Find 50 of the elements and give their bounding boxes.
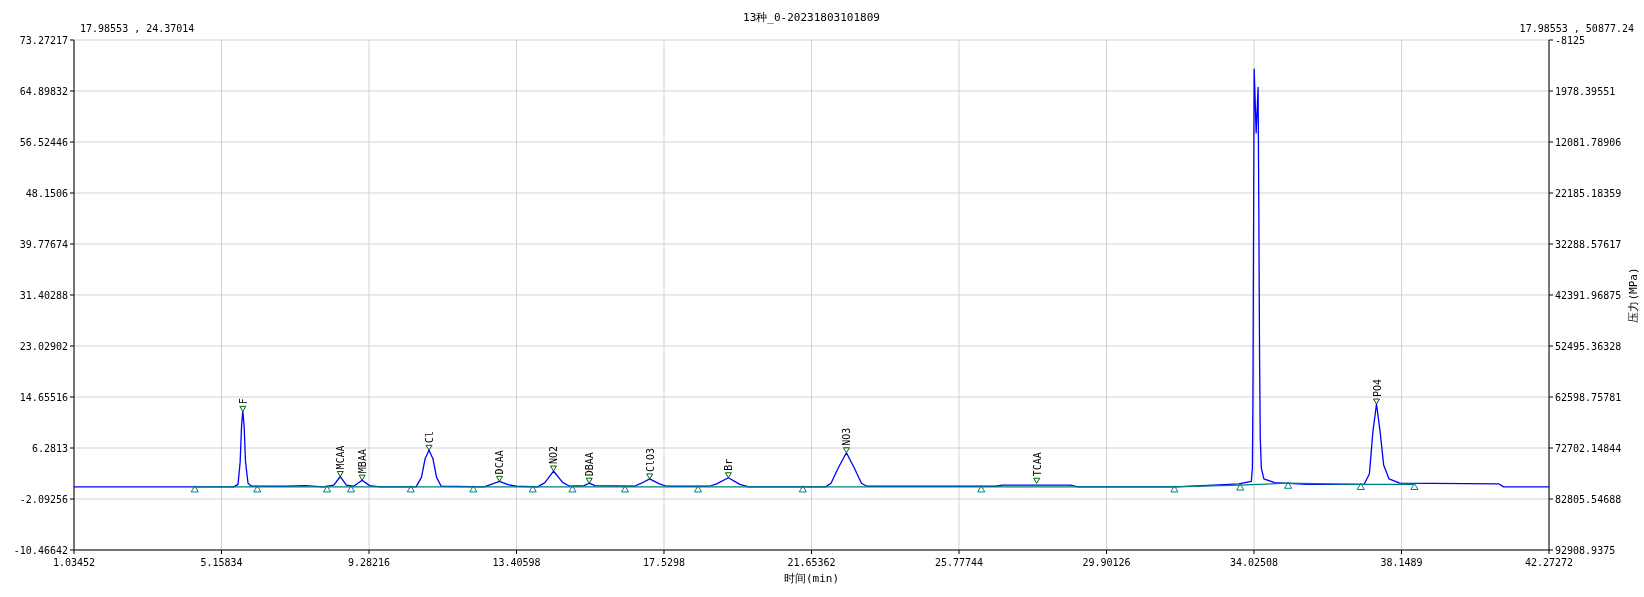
- y2-tick-label: -8125: [1555, 35, 1586, 46]
- y-tick-label: 48.1506: [25, 188, 68, 199]
- annotation: ClO3: [644, 447, 656, 472]
- y2-tick-label: 1978.39551: [1555, 86, 1616, 97]
- y2-tick-label: 72702.14844: [1555, 443, 1622, 454]
- x-tick-label: 9.28216: [347, 557, 391, 568]
- x-tick-label: 29.90126: [1082, 557, 1131, 568]
- annotation: Cl: [424, 431, 436, 444]
- y2-tick-label: 22185.18359: [1555, 188, 1622, 199]
- y-tick-label: -2.09256: [19, 494, 68, 505]
- y2-axis-title: 压力(MPa): [1627, 267, 1640, 323]
- y-tick-label: 56.52446: [19, 137, 68, 148]
- x-tick-label: 1.03452: [52, 557, 96, 568]
- y-tick-label: 6.2813: [31, 443, 68, 454]
- annotation: DCAA: [494, 450, 506, 475]
- y2-tick-label: 32288.57617: [1555, 239, 1622, 250]
- x-tick-label: 13.40598: [492, 557, 541, 568]
- x-tick-label: 42.27272: [1524, 557, 1574, 568]
- y2-tick-label: 42391.96875: [1555, 290, 1622, 301]
- x-tick-label: 21.65362: [787, 557, 836, 568]
- x-tick-label: 5.15834: [200, 557, 243, 568]
- x-tick-label: 25.77744: [934, 557, 984, 568]
- annotation: MCAA: [335, 445, 347, 470]
- y-tick-label: 14.65516: [19, 392, 68, 403]
- chart-title: 13种_0-20231803101809: [743, 11, 880, 24]
- text: 17.98553 , 24.37014: [80, 23, 195, 34]
- annotation: Br: [723, 458, 735, 471]
- annotation: DBAA: [584, 452, 596, 477]
- x-tick-label: 34.02508: [1229, 557, 1279, 568]
- x-tick-label: 38.1489: [1380, 557, 1423, 568]
- annotation: MBAA: [357, 449, 369, 474]
- y2-tick-label: 82805.54688: [1555, 494, 1622, 505]
- y-tick-label: 73.27217: [19, 35, 68, 46]
- y-tick-label: 39.77674: [19, 239, 68, 250]
- y2-tick-label: 92908.9375: [1555, 545, 1616, 556]
- annotation: TCAA: [1031, 452, 1043, 477]
- y-tick-label: -10.46642: [13, 545, 68, 556]
- x-tick-label: 17.5298: [642, 557, 686, 568]
- y2-tick-label: 12081.78906: [1555, 137, 1622, 148]
- annotation: NO2: [548, 445, 560, 465]
- y-tick-label: 23.02902: [19, 341, 68, 352]
- y-tick-label: 64.89832: [19, 86, 68, 97]
- annotation: F: [237, 398, 249, 405]
- y2-tick-label: 62598.75781: [1555, 392, 1622, 403]
- y-tick-label: 31.40288: [19, 290, 68, 301]
- annotation: PO4: [1371, 378, 1383, 398]
- x-axis-title: 时间(min): [783, 572, 840, 585]
- text: 17.98553 , 50877.24: [1519, 23, 1634, 34]
- y2-tick-label: 52495.36328: [1555, 341, 1622, 352]
- annotation: NO3: [841, 427, 853, 446]
